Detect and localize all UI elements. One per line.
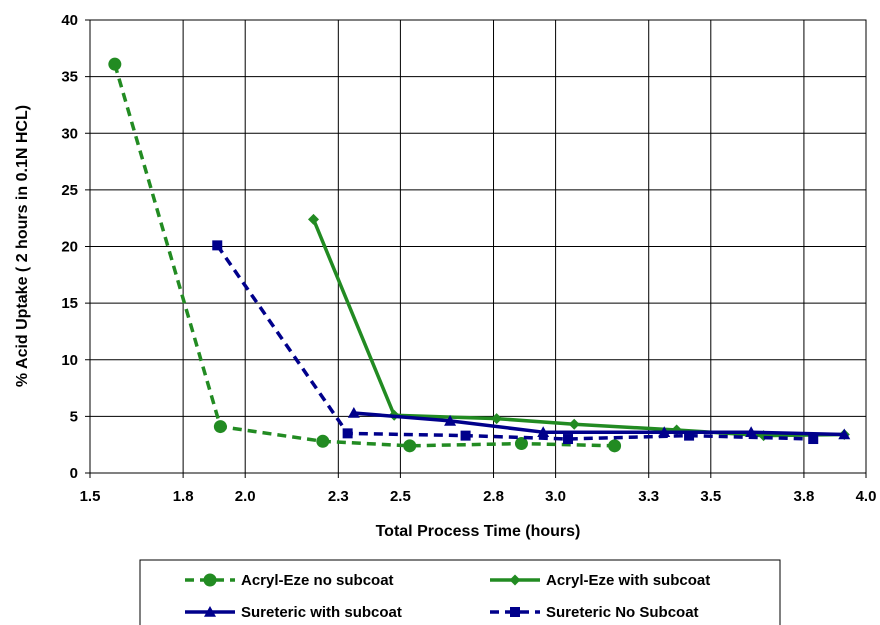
legend-label: Acryl-Eze no subcoat (241, 572, 394, 589)
data-point-triangle (537, 426, 550, 438)
data-point-square (460, 430, 471, 441)
legend-swatch-marker (204, 606, 216, 617)
data-point-diamond (568, 418, 580, 430)
legend-swatch-marker (510, 607, 520, 617)
series-group (108, 57, 851, 453)
data-point-triangle (838, 428, 851, 440)
x-tick-label: 2.5 (390, 488, 411, 505)
legend-label: Acryl-Eze with subcoat (546, 572, 710, 589)
x-tick-label: 3.8 (793, 488, 814, 505)
x-tick-label: 1.8 (173, 488, 194, 505)
data-point-diamond (491, 413, 503, 425)
data-point-circle (213, 420, 227, 434)
legend-swatch-marker (203, 573, 217, 587)
x-tick-label: 3.5 (700, 488, 721, 505)
y-tick-label: 0 (70, 465, 78, 482)
series-line (113, 63, 615, 448)
x-tick-label: 2.8 (483, 488, 504, 505)
y-tick-label: 30 (61, 125, 78, 142)
data-point-square (684, 430, 695, 441)
data-point-circle (316, 434, 330, 448)
series-line (353, 411, 845, 437)
legend-swatch-marker (509, 574, 521, 586)
legend-label: Sureteric No Subcoat (546, 604, 699, 621)
x-tick-label: 2.0 (235, 488, 256, 505)
x-tick-label: 1.5 (80, 488, 101, 505)
data-point-circle (108, 57, 122, 71)
series-sureteric-with-subcoat (347, 406, 851, 440)
x-axis-title: Total Process Time (hours) (376, 523, 581, 540)
y-axis-title: % Acid Uptake ( 2 hours in 0.1N HCL) (14, 105, 31, 387)
y-tick-label: 20 (61, 239, 78, 256)
y-tick-label: 25 (61, 182, 78, 199)
legend-item: Acryl-Eze with subcoat (490, 572, 710, 589)
data-point-square (212, 240, 223, 251)
series-acryl-eze-with-subcoat (307, 213, 850, 442)
gridlines (89, 19, 867, 474)
y-tick-label: 35 (61, 69, 78, 86)
x-tick-label: 4.0 (856, 488, 877, 505)
data-point-square (342, 428, 353, 439)
data-point-circle (608, 439, 622, 453)
data-point-triangle (745, 426, 758, 438)
y-tick-label: 10 (61, 352, 78, 369)
legend-item: Sureteric No Subcoat (490, 604, 699, 621)
data-point-square (563, 434, 574, 445)
x-tick-label: 3.0 (545, 488, 566, 505)
series-sureteric-no-subcoat (212, 240, 819, 445)
x-tick-label: 2.3 (328, 488, 349, 505)
series-acryl-eze-no-subcoat (108, 57, 622, 453)
data-point-circle (514, 437, 528, 451)
series-line (215, 244, 814, 441)
series-line (311, 218, 845, 438)
x-tick-label: 3.3 (638, 488, 659, 505)
legend-label: Sureteric with subcoat (241, 604, 402, 621)
legend-item: Acryl-Eze no subcoat (185, 572, 394, 589)
legend: Acryl-Eze no subcoat Acryl-Eze with subco… (185, 572, 710, 621)
data-point-square (808, 434, 819, 445)
legend-box (139, 559, 781, 625)
data-point-triangle (658, 426, 671, 438)
data-point-triangle (347, 406, 360, 418)
axis-ticks: 1.5 1.8 2.0 2.3 2.5 2.8 3.0 3.3 3.5 3.8 4.0 0 5 10 15 2… (61, 12, 876, 505)
data-point-diamond (307, 213, 319, 225)
data-point-triangle (444, 414, 457, 426)
y-tick-label: 5 (70, 408, 78, 425)
data-point-circle (403, 439, 417, 453)
y-tick-label: 15 (61, 295, 78, 312)
legend-item: Sureteric with subcoat (185, 604, 402, 621)
y-tick-label: 40 (61, 12, 78, 29)
